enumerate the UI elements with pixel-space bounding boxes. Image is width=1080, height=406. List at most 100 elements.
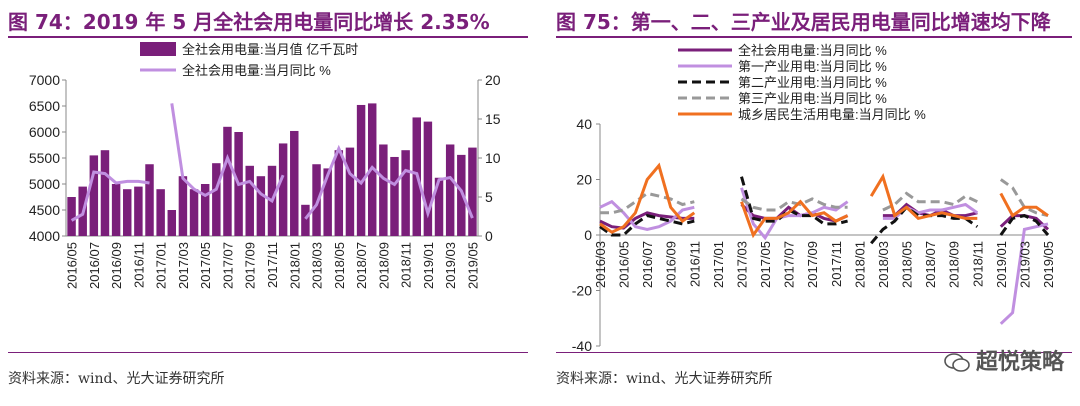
- x-tick-label: 2018/09: [947, 241, 962, 288]
- x-tick-label: 2018/09: [376, 242, 391, 289]
- y-tick-label: 20: [576, 172, 592, 188]
- bar: [301, 204, 310, 236]
- x-tick-label: 2018/05: [332, 242, 347, 289]
- wechat-icon: [944, 353, 970, 372]
- series-line: [599, 187, 1049, 325]
- watermark-text: 超悦策略: [975, 350, 1064, 375]
- legend-label: 全社会用电量:当月值 亿千瓦时: [182, 42, 358, 57]
- x-tick-label: 2016/03: [593, 241, 608, 288]
- x-tick-label: 2018/07: [354, 242, 369, 289]
- bar: [390, 156, 399, 236]
- bar: [189, 189, 199, 236]
- x-tick-label: 2018/03: [310, 242, 325, 289]
- bar: [468, 147, 477, 236]
- legend-swatch-bar: [140, 42, 176, 56]
- multi-line-chart: -40 -20 0 20 40 2016/03 2016/05 2016/07 2016/09 2…: [572, 43, 1056, 354]
- bar: [134, 186, 143, 236]
- x-tick-label: 2017/07: [782, 241, 797, 288]
- bar: [334, 150, 344, 236]
- bar: [345, 147, 355, 236]
- bar: [312, 164, 321, 236]
- x-tick-label: 2018/11: [970, 241, 985, 287]
- x-tick-label: 2016/11: [687, 241, 702, 287]
- source-note: 资料来源：wind、光大证券研究所: [556, 371, 773, 387]
- x-tick-label: 2019/03: [1017, 241, 1032, 288]
- x-tick-label: 2016/05: [617, 241, 632, 288]
- title-rule: [556, 36, 1072, 38]
- y-tick-label: 0: [584, 227, 592, 243]
- y2-tick-label: 0: [485, 228, 493, 244]
- watermark: 超悦策略: [944, 344, 1064, 376]
- y-tick-label: -40: [572, 338, 592, 354]
- series-line: [70, 103, 474, 222]
- x-tick-label: 2017/09: [805, 241, 820, 288]
- x-tick-label: 2016/09: [109, 242, 124, 289]
- bar: [256, 176, 266, 236]
- x-tick-label: 2017/11: [829, 241, 844, 287]
- legend-label: 城乡居民生活用电量:当月同比 %: [738, 107, 926, 122]
- panel-electricity-total: 图 74：2019 年 5 月全社会用电量同比增长 2.35% 4000 4500…: [8, 10, 528, 387]
- footer-rule: [556, 352, 1072, 353]
- x-tick-label: 2017/01: [154, 242, 169, 289]
- y-tick-label: -20: [572, 283, 592, 299]
- x-tick-label: 2019/03: [443, 242, 458, 289]
- bar-line-chart: 4000 4500 5000 5500 6000 6500 7000 0 5 10 15 20 2016…: [29, 42, 501, 289]
- x-tick-label: 2017/03: [734, 241, 749, 288]
- x-tick-label: 2017/05: [758, 241, 773, 288]
- x-tick-label: 2018/01: [287, 242, 302, 289]
- bar: [401, 150, 410, 236]
- bar: [356, 104, 366, 237]
- bar: [167, 210, 177, 236]
- chart-title: 图 75：第一、二、三产业及居民用电量同比增速均下降: [556, 10, 1051, 34]
- title-rule: [8, 36, 528, 38]
- x-tick-label: 2017/09: [243, 242, 258, 289]
- legend-label: 第二产业用电:当月同比 %: [738, 75, 887, 90]
- series-line: [600, 178, 1049, 218]
- x-tick-label: 2016/09: [664, 241, 679, 288]
- y-tick-label: 7000: [29, 72, 60, 88]
- y-tick-label: 40: [576, 116, 592, 132]
- bar: [245, 165, 254, 236]
- source-note: 资料来源：wind、光大证券研究所: [8, 371, 225, 387]
- y2-tick-label: 15: [485, 111, 501, 127]
- y-tick-label: 4000: [29, 228, 60, 244]
- bar: [423, 121, 433, 236]
- bar: [156, 189, 165, 236]
- series-line: [599, 176, 1050, 245]
- y2-tick-label: 5: [485, 189, 493, 205]
- y-tick-label: 5500: [29, 150, 60, 166]
- bar: [290, 130, 299, 236]
- x-tick-label: 2017/11: [265, 242, 280, 288]
- bar: [223, 126, 232, 236]
- bar: [445, 144, 455, 236]
- bar: [379, 144, 388, 236]
- legend-label: 第三产业用电:当月同比 %: [738, 91, 887, 106]
- legend-label: 全社会用电量:当月同比 %: [738, 43, 887, 58]
- bar: [123, 189, 132, 236]
- x-tick-label: 2016/07: [640, 241, 655, 288]
- y-tick-label: 4500: [29, 202, 60, 218]
- y-tick-label: 6000: [29, 124, 60, 140]
- x-tick-label: 2018/01: [852, 241, 867, 288]
- x-tick-label: 2019/01: [421, 242, 436, 289]
- panel-sector-growth: 图 75：第一、二、三产业及居民用电量同比增速均下降 -40 -20 0 20 40 20…: [548, 0, 1080, 406]
- x-tick-label: 2019/05: [1041, 241, 1056, 288]
- bar: [67, 197, 76, 236]
- x-tick-label: 2016/07: [87, 242, 102, 289]
- x-tick-label: 2016/11: [131, 242, 146, 288]
- y2-tick-label: 10: [485, 150, 501, 166]
- bar: [89, 155, 99, 236]
- y-tick-label: 5000: [29, 176, 60, 192]
- chart-title: 图 74：2019 年 5 月全社会用电量同比增长 2.35%: [8, 10, 490, 34]
- x-tick-label: 2018/03: [876, 241, 891, 288]
- bar: [323, 168, 332, 236]
- bar: [145, 164, 154, 236]
- x-tick-label: 2017/05: [198, 242, 213, 289]
- footer-rule: [8, 352, 528, 353]
- legend-label: 全社会用电量:当月同比 %: [182, 63, 331, 78]
- legend-label: 第一产业用电:当月同比 %: [738, 59, 887, 74]
- x-tick-label: 2018/05: [900, 241, 915, 288]
- x-tick-label: 2016/05: [65, 242, 80, 289]
- y2-tick-label: 20: [485, 72, 501, 88]
- bar: [100, 150, 110, 236]
